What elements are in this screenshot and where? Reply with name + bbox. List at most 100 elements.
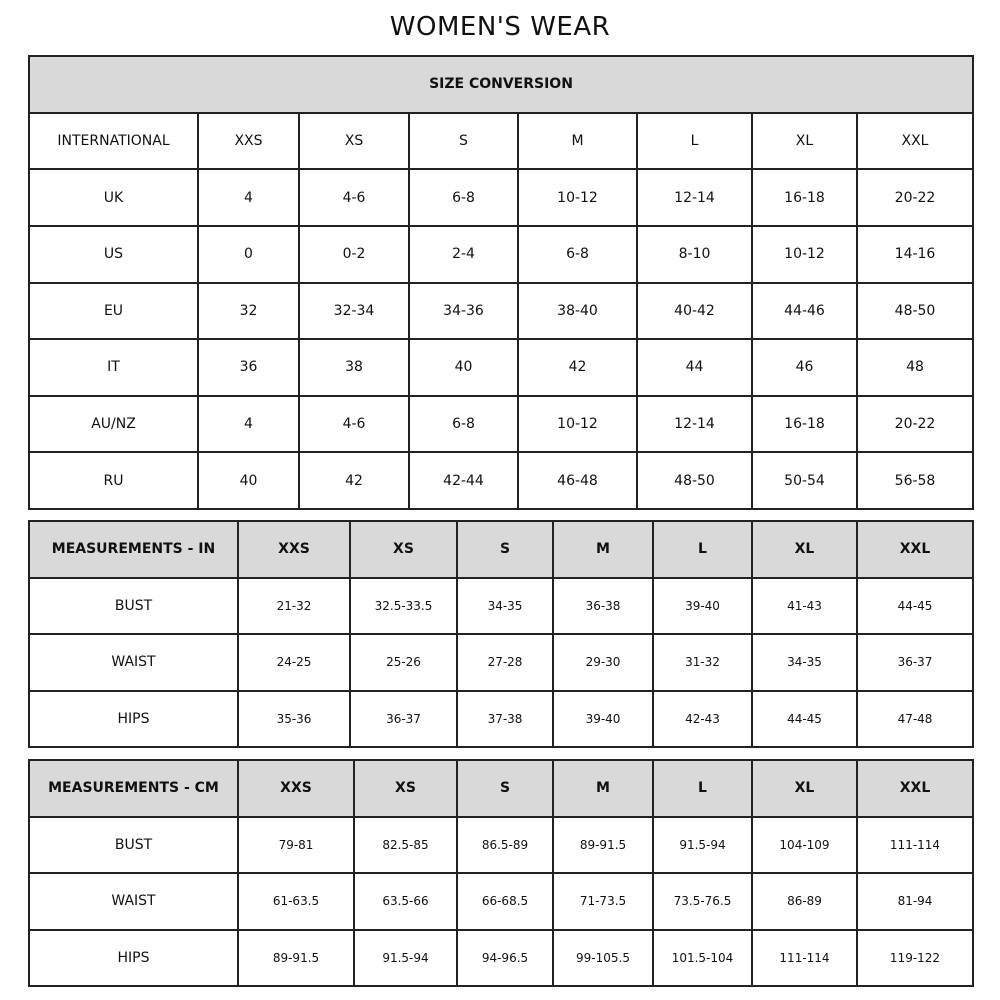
column-header: XL [751, 111, 858, 171]
table-cell: 56-58 [856, 451, 974, 510]
table-cell: 10-12 [517, 394, 638, 454]
row-label: HIPS [28, 928, 239, 987]
table-cell: 91.5-94 [353, 928, 458, 987]
column-header: L [652, 759, 753, 818]
table-cell: 34-35 [456, 576, 554, 635]
table-cell: 29-30 [552, 633, 654, 692]
column-header: XS [353, 759, 458, 818]
row-label: WAIST [28, 633, 239, 692]
table-cell: 47-48 [856, 689, 974, 748]
table-cell: 21-32 [237, 576, 351, 635]
table-cell: 89-91.5 [552, 815, 654, 874]
table-cell: 40 [197, 451, 300, 510]
column-header: XXS [237, 759, 355, 818]
table-cell: 82.5-85 [353, 815, 458, 874]
table-cell: 71-73.5 [552, 872, 654, 931]
column-header: S [456, 759, 554, 818]
table-cell: 10-12 [517, 168, 638, 227]
table-cell: 41-43 [751, 576, 858, 635]
table-row: AU/NZ 4 4-6 6-8 10-12 12-14 16-18 20-22 [28, 394, 974, 454]
page-title: WOMEN'S WEAR [389, 12, 611, 42]
table-row: BUST 21-32 32.5-33.5 34-35 36-38 39-40 41-43 44… [28, 576, 974, 635]
table-cell: 4-6 [298, 394, 410, 454]
table-cell: 2-4 [408, 224, 519, 284]
table-cell: 24-25 [237, 633, 351, 692]
table-cell: 0-2 [298, 224, 410, 284]
table-row: EU 32 32-34 34-36 38-40 40-42 44-46 48-50 [28, 281, 974, 341]
column-header: XXS [237, 520, 351, 579]
table-cell: 37-38 [456, 689, 554, 748]
column-header: XXL [856, 520, 974, 579]
table-row: WAIST 61-63.5 63.5-66 66-68.5 71-73.5 73.5-76… [28, 872, 974, 931]
column-header-row: MEASUREMENTS - CM XXS XS S M L XL XXL [28, 759, 974, 818]
table-cell: 63.5-66 [353, 872, 458, 931]
table-cell: 27-28 [456, 633, 554, 692]
table-cell: 44-46 [751, 281, 858, 341]
table-cell: 61-63.5 [237, 872, 355, 931]
table-cell: 16-18 [751, 394, 858, 454]
table-cell: 48 [856, 338, 974, 397]
table-header: MEASUREMENTS - CM [28, 759, 239, 818]
table-cell: 32 [197, 281, 300, 341]
column-header: XXL [856, 111, 974, 171]
column-header: S [456, 520, 554, 579]
table-cell: 44-45 [751, 689, 858, 748]
row-label: WAIST [28, 872, 239, 931]
table-cell: 6-8 [517, 224, 638, 284]
measurements-in-table: MEASUREMENTS - IN XXS XS S M L XL XXL BUST 21-32 3… [28, 520, 974, 748]
table-cell: 89-91.5 [237, 928, 355, 987]
column-header: L [636, 111, 753, 171]
column-header: M [552, 520, 654, 579]
column-header: XXL [856, 759, 974, 818]
table-cell: 42-44 [408, 451, 519, 510]
table-row: IT 36 38 40 42 44 46 48 [28, 338, 974, 397]
table-cell: 66-68.5 [456, 872, 554, 931]
size-conversion-table: SIZE CONVERSION INTERNATIONAL XXS XS S M L XL XX… [28, 55, 974, 510]
table-cell: 0 [197, 224, 300, 284]
row-label: BUST [28, 815, 239, 874]
table-cell: 119-122 [856, 928, 974, 987]
table-cell: 8-10 [636, 224, 753, 284]
table-cell: 42-43 [652, 689, 753, 748]
row-label: BUST [28, 576, 239, 635]
table-cell: 73.5-76.5 [652, 872, 753, 931]
table-cell: 104-109 [751, 815, 858, 874]
column-header: M [552, 759, 654, 818]
table-row: BUST 79-81 82.5-85 86.5-89 89-91.5 91.5-94 104… [28, 815, 974, 874]
table-cell: 39-40 [552, 689, 654, 748]
table-cell: 39-40 [652, 576, 753, 635]
table-cell: 12-14 [636, 168, 753, 227]
table-cell: 42 [298, 451, 410, 510]
table-cell: 16-18 [751, 168, 858, 227]
table-cell: 40 [408, 338, 519, 397]
table-cell: 91.5-94 [652, 815, 753, 874]
row-label: US [28, 224, 199, 284]
table-row: HIPS 89-91.5 91.5-94 94-96.5 99-105.5 101.5-1… [28, 928, 974, 987]
table-cell: 44-45 [856, 576, 974, 635]
column-header: XL [751, 759, 858, 818]
table-cell: 42 [517, 338, 638, 397]
table-cell: 111-114 [856, 815, 974, 874]
row-label: RU [28, 451, 199, 510]
row-label: AU/NZ [28, 394, 199, 454]
table-cell: 86-89 [751, 872, 858, 931]
table-cell: 38-40 [517, 281, 638, 341]
table-cell: 44 [636, 338, 753, 397]
table-cell: 35-36 [237, 689, 351, 748]
table-cell: 6-8 [408, 168, 519, 227]
column-header: XS [298, 111, 410, 171]
table-cell: 36 [197, 338, 300, 397]
table-cell: 20-22 [856, 168, 974, 227]
table-cell: 36-37 [349, 689, 458, 748]
row-label: IT [28, 338, 199, 397]
table-cell: 6-8 [408, 394, 519, 454]
table-cell: 86.5-89 [456, 815, 554, 874]
table-cell: 32-34 [298, 281, 410, 341]
table-cell: 4-6 [298, 168, 410, 227]
table-cell: 111-114 [751, 928, 858, 987]
table-cell: 79-81 [237, 815, 355, 874]
table-cell: 99-105.5 [552, 928, 654, 987]
column-header: M [517, 111, 638, 171]
column-header: XS [349, 520, 458, 579]
column-header-row: INTERNATIONAL XXS XS S M L XL XXL [28, 111, 974, 171]
